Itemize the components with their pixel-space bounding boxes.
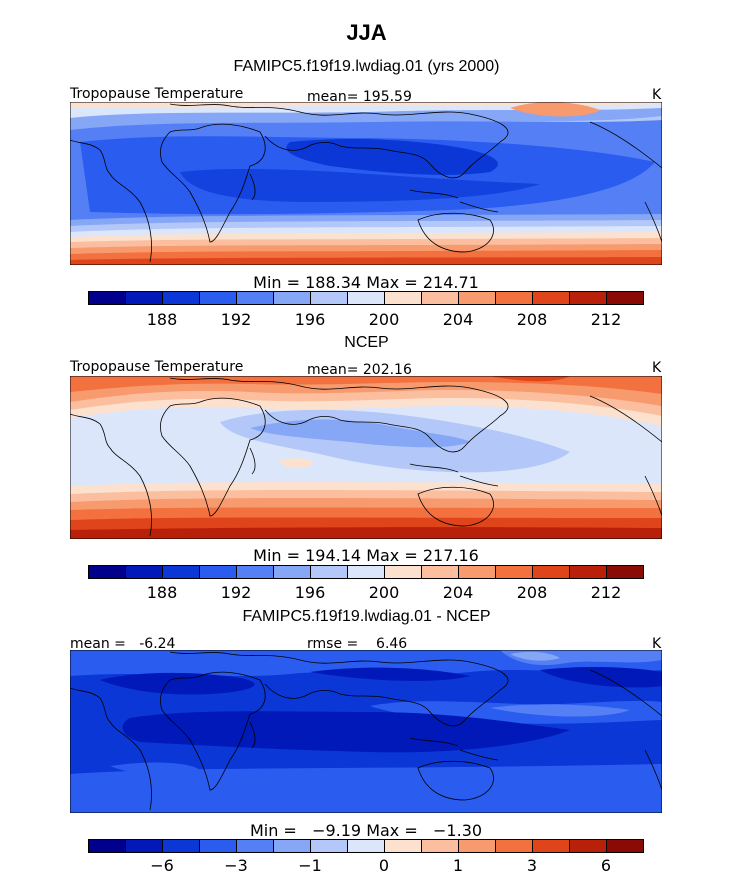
colorbar-box: [422, 566, 459, 578]
colorbar-box: [311, 566, 348, 578]
colorbar-box: [200, 566, 237, 578]
colorbar-tick-label: −6: [150, 856, 174, 875]
colorbar-tick-label: 6: [600, 856, 612, 875]
colorbar-tick-label: 208: [516, 310, 548, 329]
colorbar-box: [570, 292, 607, 304]
colorbar-tick-label: 188: [146, 310, 178, 329]
colorbar-box: [237, 566, 274, 578]
colorbar-box: [607, 292, 643, 304]
colorbar-box: [348, 840, 385, 852]
panel-3-map: [70, 650, 662, 813]
colorbar-box: [459, 566, 496, 578]
colorbar-box: [163, 840, 200, 852]
colorbar-box: [274, 840, 311, 852]
colorbar-box: [607, 566, 643, 578]
panel-3-min-max: Min = −9.19 Max = −1.30: [249, 821, 483, 840]
colorbar-box: [163, 566, 200, 578]
colorbar-box: [607, 840, 643, 852]
colorbar-tick-label: 3: [526, 856, 538, 875]
colorbar-box: [533, 566, 570, 578]
panel-3-rmse-label: rmse = 6.46: [307, 636, 408, 652]
figure-title: JJA: [346, 20, 387, 45]
panel-2-colorbar: [88, 565, 644, 579]
panel-1-variable-label: Tropopause Temperature: [70, 86, 244, 102]
colorbar-box: [237, 840, 274, 852]
panel-3-mean-label: mean = -6.24: [70, 636, 176, 652]
colorbar-box: [237, 292, 274, 304]
colorbar-box: [200, 292, 237, 304]
colorbar-box: [126, 840, 163, 852]
colorbar-box: [385, 566, 422, 578]
panel-2-units-label: K: [652, 360, 662, 376]
colorbar-box: [496, 566, 533, 578]
colorbar-box: [459, 840, 496, 852]
colorbar-tick-label: 196: [294, 310, 326, 329]
panel-2-subtitle: NCEP: [344, 334, 389, 351]
colorbar-tick-label: 204: [442, 583, 474, 602]
panel-2-min-max: Min = 194.14 Max = 217.16: [253, 546, 479, 565]
panel-3-units-label: K: [652, 636, 662, 652]
colorbar-box: [422, 292, 459, 304]
colorbar-box: [422, 840, 459, 852]
colorbar-box: [496, 840, 533, 852]
colorbar-tick-label: 204: [442, 310, 474, 329]
panel-1-mean-label: mean= 195.59: [307, 89, 412, 105]
panel-1-units-label: K: [652, 87, 662, 103]
panel-1-colorbar: [88, 291, 644, 305]
colorbar-box: [89, 292, 126, 304]
colorbar-tick-label: 196: [294, 583, 326, 602]
panel-1-map: [70, 102, 662, 265]
colorbar-tick-label: 212: [590, 583, 622, 602]
panel-2-map: [70, 376, 662, 539]
colorbar-box: [89, 840, 126, 852]
colorbar-box: [311, 840, 348, 852]
colorbar-box: [126, 566, 163, 578]
panel-2-variable-label: Tropopause Temperature: [70, 359, 244, 375]
colorbar-tick-label: 200: [368, 583, 400, 602]
panel-3-subtitle: FAMIPC5.f19f19.lwdiag.01 - NCEP: [242, 608, 491, 625]
colorbar-box: [274, 292, 311, 304]
colorbar-box: [348, 566, 385, 578]
colorbar-tick-label: −1: [298, 856, 322, 875]
colorbar-tick-label: 1: [452, 856, 464, 875]
colorbar-tick-label: 192: [220, 583, 252, 602]
colorbar-tick-label: 188: [146, 583, 178, 602]
colorbar-box: [89, 566, 126, 578]
colorbar-box: [570, 566, 607, 578]
colorbar-box: [459, 292, 496, 304]
colorbar-tick-label: −3: [224, 856, 248, 875]
panel-1-min-max: Min = 188.34 Max = 214.71: [253, 273, 479, 292]
colorbar-box: [496, 292, 533, 304]
panel-3-colorbar: [88, 839, 644, 853]
colorbar-tick-label: 200: [368, 310, 400, 329]
colorbar-tick-label: 208: [516, 583, 548, 602]
colorbar-box: [385, 292, 422, 304]
colorbar-box: [163, 292, 200, 304]
colorbar-box: [533, 292, 570, 304]
colorbar-box: [311, 292, 348, 304]
colorbar-box: [348, 292, 385, 304]
colorbar-tick-label: 192: [220, 310, 252, 329]
panel-2-mean-label: mean= 202.16: [307, 362, 412, 378]
colorbar-box: [274, 566, 311, 578]
colorbar-box: [126, 292, 163, 304]
colorbar-tick-label: 0: [378, 856, 390, 875]
colorbar-box: [200, 840, 237, 852]
colorbar-box: [570, 840, 607, 852]
colorbar-box: [533, 840, 570, 852]
colorbar-tick-label: 212: [590, 310, 622, 329]
colorbar-box: [385, 840, 422, 852]
panel-1-subtitle: FAMIPC5.f19f19.lwdiag.01 (yrs 2000): [233, 58, 500, 75]
